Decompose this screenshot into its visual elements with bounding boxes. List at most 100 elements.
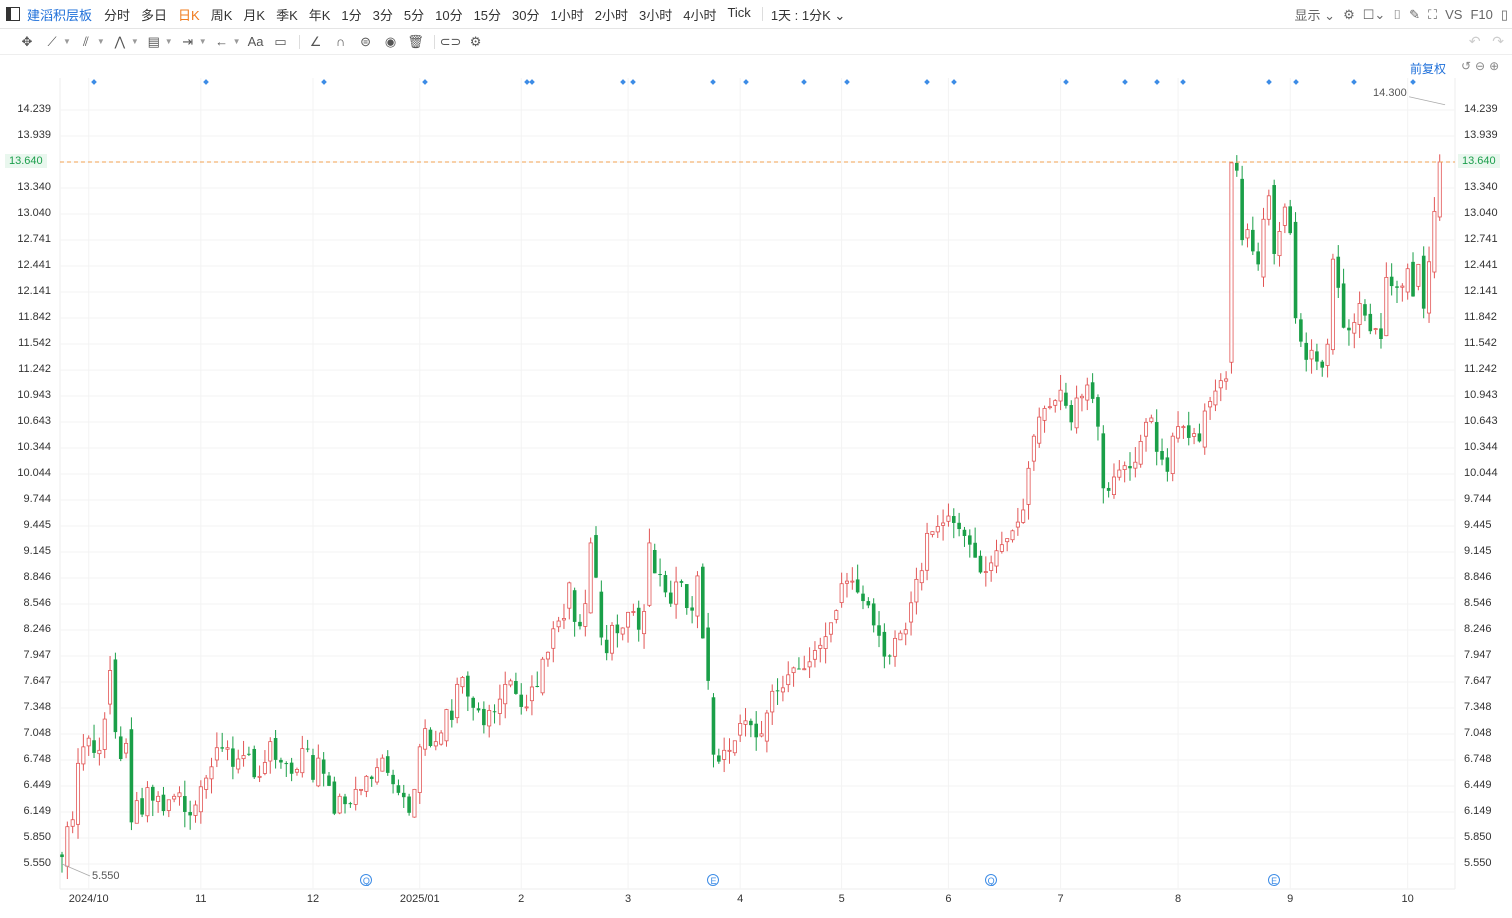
candle-body-up [439, 732, 444, 745]
chevron-down-icon[interactable]: ▼ [63, 37, 71, 46]
pencil-icon[interactable]: ✎ [1409, 6, 1420, 22]
dividend-marker[interactable] [1410, 79, 1416, 85]
candle-body-down [1299, 319, 1303, 342]
event-marker[interactable]: E [707, 874, 720, 886]
tab-period-2[interactable]: 日K [178, 7, 200, 23]
dividend-marker[interactable] [924, 79, 930, 85]
y-tick-label: 11.842 [1464, 311, 1497, 323]
camera-icon[interactable]: ⌷ [1393, 6, 1402, 22]
dividend-marker[interactable] [529, 79, 535, 85]
dividend-marker[interactable] [203, 79, 210, 85]
dividend-marker[interactable] [742, 79, 749, 85]
chevron-down-icon[interactable]: ▼ [198, 37, 207, 46]
angle-tool-icon[interactable]: ∠ [309, 33, 322, 49]
candle-body-down [1315, 351, 1319, 362]
candle-body-up [257, 775, 262, 778]
price-adjust-selector[interactable]: 前复权 [1410, 62, 1447, 76]
tab-period-17[interactable]: Tick [727, 4, 751, 20]
tab-period-6[interactable]: 年K [308, 7, 331, 23]
dividend-marker[interactable] [950, 79, 957, 85]
tab-period-5[interactable]: 季K [276, 7, 298, 23]
tab-period-9[interactable]: 5分 [403, 7, 425, 23]
candle-body-up [802, 668, 807, 671]
tab-period-12[interactable]: 30分 [512, 7, 540, 23]
ray-tool-icon[interactable]: ⫽ [83, 33, 89, 49]
dividend-marker[interactable] [1292, 79, 1299, 85]
event-marker[interactable]: E [1268, 874, 1281, 886]
tab-period-14[interactable]: 2小时 [594, 7, 628, 23]
visibility-icon[interactable]: ◉ [384, 33, 397, 49]
dividend-marker[interactable] [630, 79, 637, 85]
layout-icon[interactable]: ☐⌄ [1362, 6, 1386, 22]
event-marker[interactable]: Q [985, 874, 998, 886]
trash-icon[interactable]: 🗑 [407, 33, 424, 49]
interval-selector[interactable]: 1天 : 1分K ⌄ [770, 7, 846, 23]
arrow-tool-icon[interactable]: ← [215, 34, 229, 49]
tab-period-15[interactable]: 3小时 [638, 7, 673, 23]
chevron-down-icon[interactable]: ▼ [96, 37, 105, 46]
tab-period-13[interactable]: 1小时 [550, 7, 584, 23]
tab-period-3[interactable]: 周K [210, 7, 233, 23]
dividend-marker[interactable] [801, 79, 808, 85]
candle-body-up [86, 737, 91, 747]
tab-period-4[interactable]: 月K [243, 7, 266, 23]
vs-button[interactable]: VS [1445, 7, 1463, 22]
measure-tool-icon[interactable]: ⇥ [182, 33, 194, 49]
dividend-marker[interactable] [1351, 79, 1358, 85]
candle-body-down [1379, 328, 1383, 340]
lock-icon[interactable]: ⊜ [360, 33, 371, 49]
f10-button[interactable]: F10 [1470, 7, 1493, 22]
y-tick-label: 8.546 [23, 597, 51, 610]
tab-period-0[interactable]: 分时 [104, 7, 131, 23]
text-tool-icon[interactable]: Aa [247, 34, 264, 49]
magnet-icon[interactable]: ∩ [335, 34, 346, 49]
candle-body-up [588, 542, 593, 614]
tab-period-8[interactable]: 3分 [372, 7, 393, 23]
dividend-marker[interactable] [91, 79, 97, 85]
candle-body-up [487, 710, 492, 727]
candle-body-up [1047, 406, 1052, 409]
candle-body-up [1218, 380, 1223, 389]
dividend-marker[interactable] [1121, 79, 1128, 85]
tab-period-10[interactable]: 10分 [435, 7, 463, 23]
fullscreen-icon[interactable]: ⛶ [1427, 6, 1438, 22]
tab-period-16[interactable]: 4小时 [683, 7, 717, 23]
sidebar-toggle-icon[interactable] [6, 7, 20, 21]
candle-body-up [1149, 417, 1154, 422]
chevron-down-icon[interactable]: ▼ [232, 37, 241, 46]
stock-title[interactable]: 建滔积层板 [27, 7, 93, 23]
dividend-marker[interactable] [710, 79, 717, 85]
candle-body-up [919, 570, 924, 584]
dividend-marker[interactable] [1153, 79, 1160, 85]
chart-zoom-icons[interactable]: ↺⊖⊕ [1461, 59, 1504, 73]
candle-body-down [401, 792, 406, 798]
tab-period-11[interactable]: 15分 [473, 7, 502, 23]
comment-tool-icon[interactable]: ▭ [274, 33, 287, 49]
candle-body-up [540, 658, 545, 694]
move-icon[interactable]: ✥ [21, 33, 33, 49]
dividend-marker[interactable] [1063, 79, 1069, 85]
line-tool-icon[interactable]: ⟋ [47, 33, 57, 49]
candle-body-up [1192, 433, 1197, 437]
dividend-marker[interactable] [1265, 79, 1272, 85]
polyline-tool-icon[interactable]: ⋀ [114, 33, 126, 49]
dividend-marker[interactable] [320, 79, 327, 85]
tab-period-7[interactable]: 1分 [341, 7, 362, 23]
panel-toggle-icon[interactable]: ▯ [1500, 6, 1508, 22]
fib-tool-icon[interactable]: ▤ [147, 33, 160, 49]
tab-period-1[interactable]: 多日 [141, 7, 168, 23]
settings-icon[interactable]: ⚙ [469, 33, 482, 49]
dividend-marker[interactable] [1180, 79, 1187, 85]
display-dropdown[interactable]: 显示 ⌄ [1294, 8, 1336, 23]
compare-icon[interactable]: ⊂⊃ [439, 33, 462, 49]
event-marker[interactable]: Q [360, 874, 373, 886]
dividend-marker[interactable] [844, 79, 850, 85]
dividend-marker[interactable] [619, 79, 626, 85]
chevron-down-icon[interactable]: ▼ [130, 37, 139, 46]
candle-body-down [1347, 327, 1351, 331]
undo-redo-icons[interactable]: ↶ ↷ [1468, 33, 1504, 49]
dividend-marker[interactable] [422, 79, 428, 85]
chevron-down-icon[interactable]: ▼ [164, 37, 173, 46]
settings-icon[interactable]: ⚙ [1343, 6, 1355, 22]
